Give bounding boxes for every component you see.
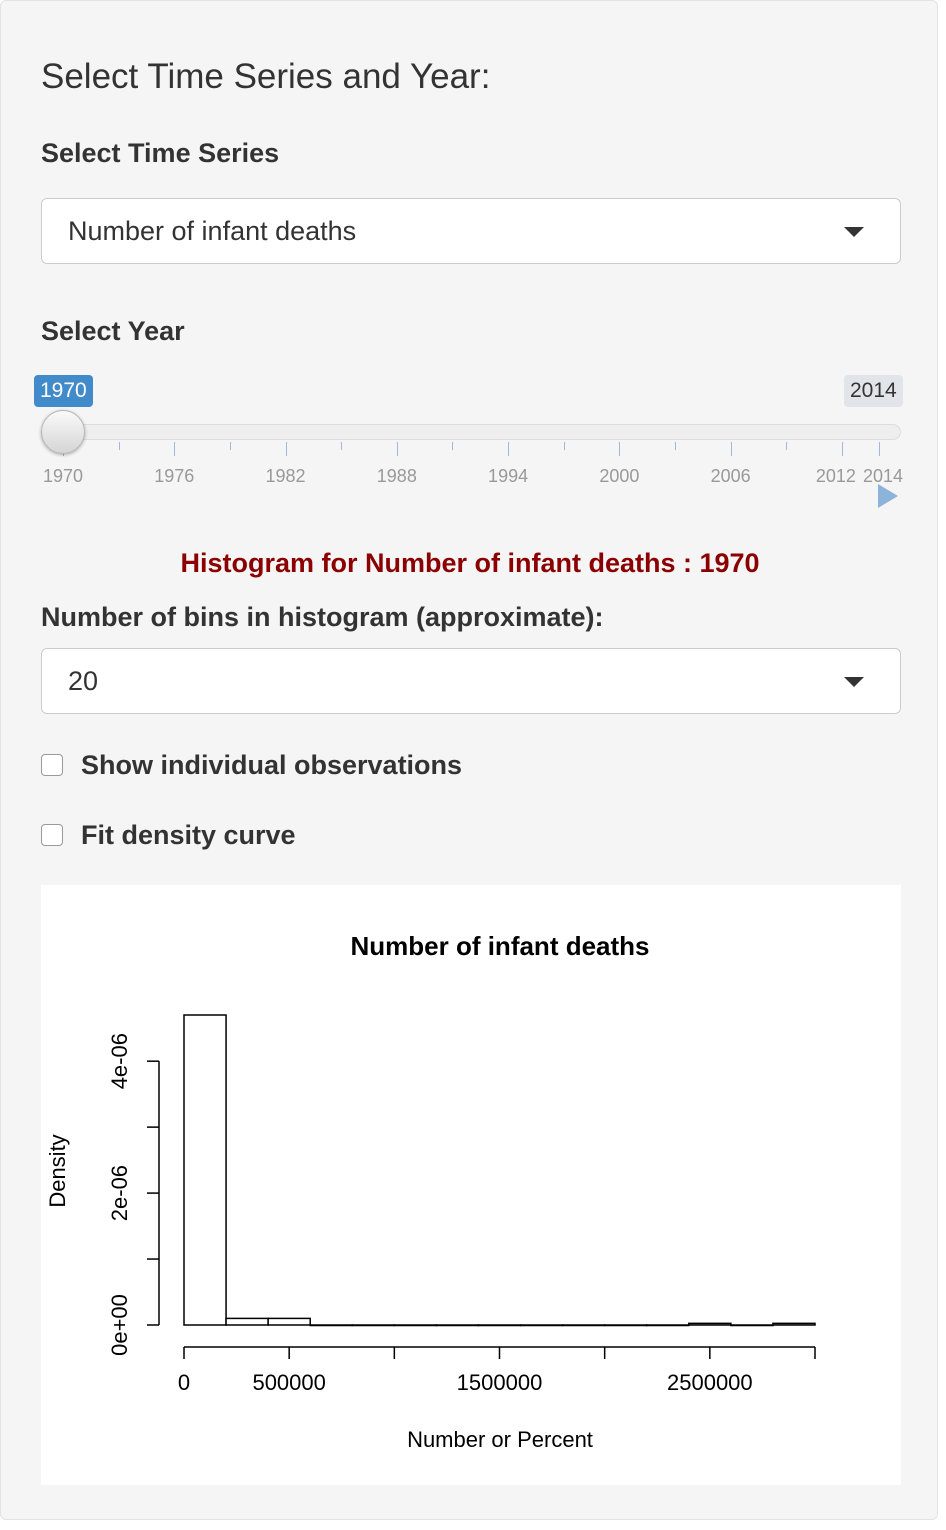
slider-tick-label: 1970 xyxy=(42,466,84,486)
histogram-bar xyxy=(519,1324,564,1327)
y-tick-label: 4e-06 xyxy=(107,1033,132,1089)
histogram-bar xyxy=(435,1324,480,1327)
slider-minor-tick xyxy=(675,442,676,450)
histogram-svg: Number of infant deaths 0 500000 1500000 25… xyxy=(45,931,816,1452)
slider-tick-label: 1988 xyxy=(376,466,417,486)
slider-major-tick xyxy=(730,442,732,456)
y-tick-label: 0e+00 xyxy=(107,1294,132,1356)
chart-title: Number of infant deaths xyxy=(350,931,649,961)
slider-tick-label: 1982 xyxy=(265,466,306,486)
histogram-bar xyxy=(730,1324,774,1327)
slider-minor-tick xyxy=(229,442,231,450)
show-observations-checkbox[interactable] xyxy=(41,754,63,776)
x-tick-label: 2500000 xyxy=(667,1370,753,1395)
x-axis-label: Number or Percent xyxy=(407,1427,593,1452)
histogram-bar xyxy=(477,1324,522,1327)
y-axis-label: Density xyxy=(45,1134,70,1207)
histogram-heading: Histogram for Number of infant deaths : … xyxy=(180,548,760,578)
histogram-bar xyxy=(688,1322,732,1326)
slider-minor-tick xyxy=(118,442,120,450)
slider-minor-tick xyxy=(341,442,343,450)
slider-major-tick xyxy=(841,442,843,456)
slider-tick-label: 2000 xyxy=(599,466,640,486)
slider-tick-label: 2006 xyxy=(710,466,751,486)
series-select[interactable]: Number of infant deaths xyxy=(41,198,901,264)
bins-select[interactable]: 20 xyxy=(41,648,901,714)
show-observations-label[interactable]: Show individual observations xyxy=(81,750,463,780)
histogram-bar xyxy=(645,1324,690,1327)
bins-label: Number of bins in histogram (approximate… xyxy=(41,602,604,632)
bins-select-value: 20 xyxy=(68,666,99,696)
slider-minor-tick xyxy=(563,442,565,450)
y-tick-label: 2e-06 xyxy=(107,1165,132,1221)
panel-heading: Select Time Series and Year: xyxy=(41,57,491,96)
x-tick-label: 500000 xyxy=(252,1370,325,1395)
chevron-down-icon xyxy=(844,677,864,687)
slider-minor-tick xyxy=(786,442,788,450)
histogram-bar xyxy=(351,1324,396,1327)
slider-major-tick xyxy=(619,442,621,456)
year-label: Select Year xyxy=(41,316,185,346)
x-tick-label: 1500000 xyxy=(457,1370,543,1395)
slider-major-tick xyxy=(174,442,176,456)
x-tick-label: 0 xyxy=(178,1370,190,1395)
year-slider-handle[interactable] xyxy=(41,410,85,454)
slider-tick-label: 2014 xyxy=(862,466,904,486)
histogram-bar xyxy=(267,1317,311,1326)
series-label: Select Time Series xyxy=(41,138,280,168)
histogram-bar xyxy=(183,1014,227,1326)
histogram-bar xyxy=(772,1322,816,1326)
chevron-down-icon xyxy=(844,227,864,237)
histogram-bar xyxy=(225,1317,269,1326)
slider-major-tick xyxy=(285,442,287,456)
play-icon[interactable] xyxy=(878,484,898,508)
slider-tick-label: 1976 xyxy=(154,466,195,486)
slider-major-tick xyxy=(508,442,510,456)
slider-tick-label: 1994 xyxy=(488,466,529,486)
fit-density-label[interactable]: Fit density curve xyxy=(81,820,296,850)
histogram-bar xyxy=(393,1324,438,1327)
histogram-bar xyxy=(603,1324,648,1327)
slider-tick-label: 2012 xyxy=(815,466,856,486)
slider-value-badge: 1970 xyxy=(34,375,93,407)
year-slider-track[interactable] xyxy=(61,424,901,440)
slider-minor-tick xyxy=(452,442,454,450)
slider-major-tick xyxy=(879,442,880,456)
series-select-value: Number of infant deaths xyxy=(68,216,357,246)
histogram-plot: Number of infant deaths 0 500000 1500000 25… xyxy=(41,885,901,1485)
slider-major-tick xyxy=(396,442,398,456)
slider-max-badge: 2014 xyxy=(844,375,903,407)
fit-density-checkbox[interactable] xyxy=(41,824,63,846)
histogram-bar xyxy=(561,1324,606,1327)
histogram-bar xyxy=(309,1324,354,1327)
